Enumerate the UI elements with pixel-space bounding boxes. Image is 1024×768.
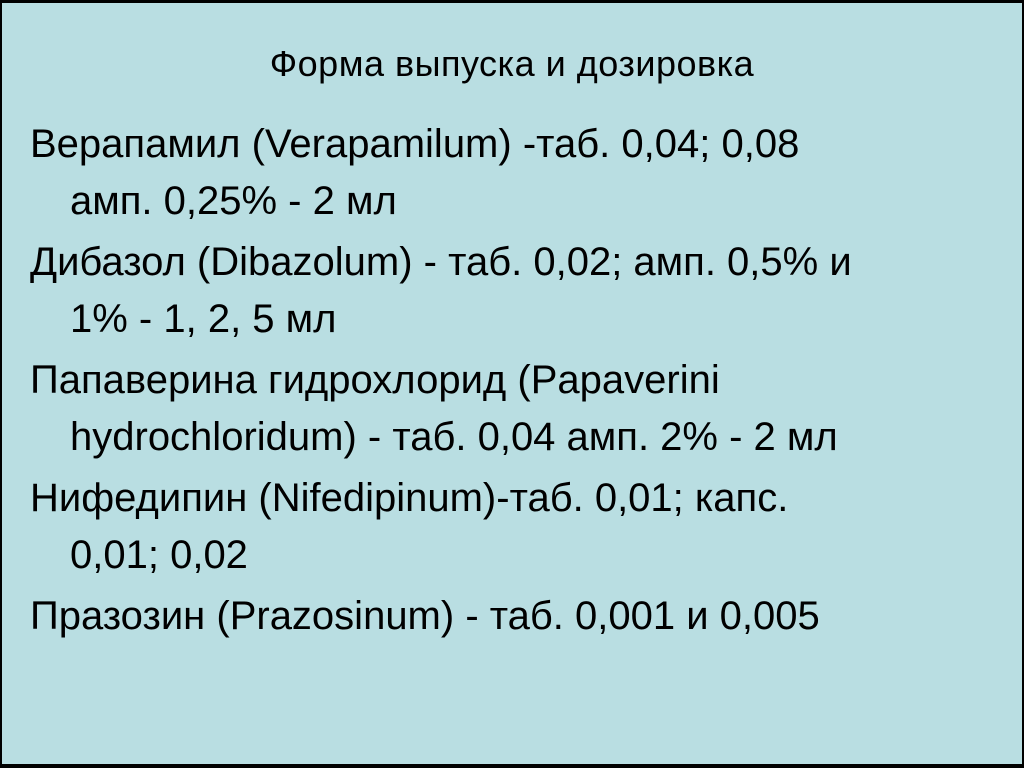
drug-entry-verapamil: Верапамил (Verapamilum) -таб. 0,04; 0,08…	[30, 116, 1002, 230]
drug-entry-line-continuation: амп. 0,25% - 2 мл	[70, 179, 397, 223]
drug-entry-line: Папаверина гидрохлорид (Papaverini	[30, 358, 720, 402]
drug-entry-line-continuation: 0,01; 0,02	[70, 533, 248, 577]
drug-entry-line-continuation: 1% - 1, 2, 5 мл	[70, 297, 337, 341]
drug-entry-line-continuation: hydrochloridum) - таб. 0,04 амп. 2% - 2 …	[70, 415, 838, 459]
drug-entry-line: Верапамил (Verapamilum) -таб. 0,04; 0,08	[30, 122, 800, 166]
drug-entry-line: Дибазол (Dibazolum) - таб. 0,02; амп. 0,…	[30, 240, 852, 284]
drug-entry-line: Празозин (Prazosinum) - таб. 0,001 и 0,0…	[30, 594, 820, 638]
slide-title: Форма выпуска и дозировка	[269, 43, 755, 84]
drug-entry-prazosin: Празозин (Prazosinum) - таб. 0,001 и 0,0…	[30, 588, 1002, 645]
drug-entry-papaverine: Папаверина гидрохлорид (Papaverini hydro…	[30, 352, 1002, 466]
drug-list: Верапамил (Verapamilum) -таб. 0,04; 0,08…	[2, 116, 1022, 645]
drug-entry-nifedipine: Нифедипин (Nifedipinum)-таб. 0,01; капс.…	[30, 470, 1002, 584]
drug-entry-line: Нифедипин (Nifedipinum)-таб. 0,01; капс.	[30, 476, 789, 520]
drug-entry-dibazol: Дибазол (Dibazolum) - таб. 0,02; амп. 0,…	[30, 234, 1002, 348]
